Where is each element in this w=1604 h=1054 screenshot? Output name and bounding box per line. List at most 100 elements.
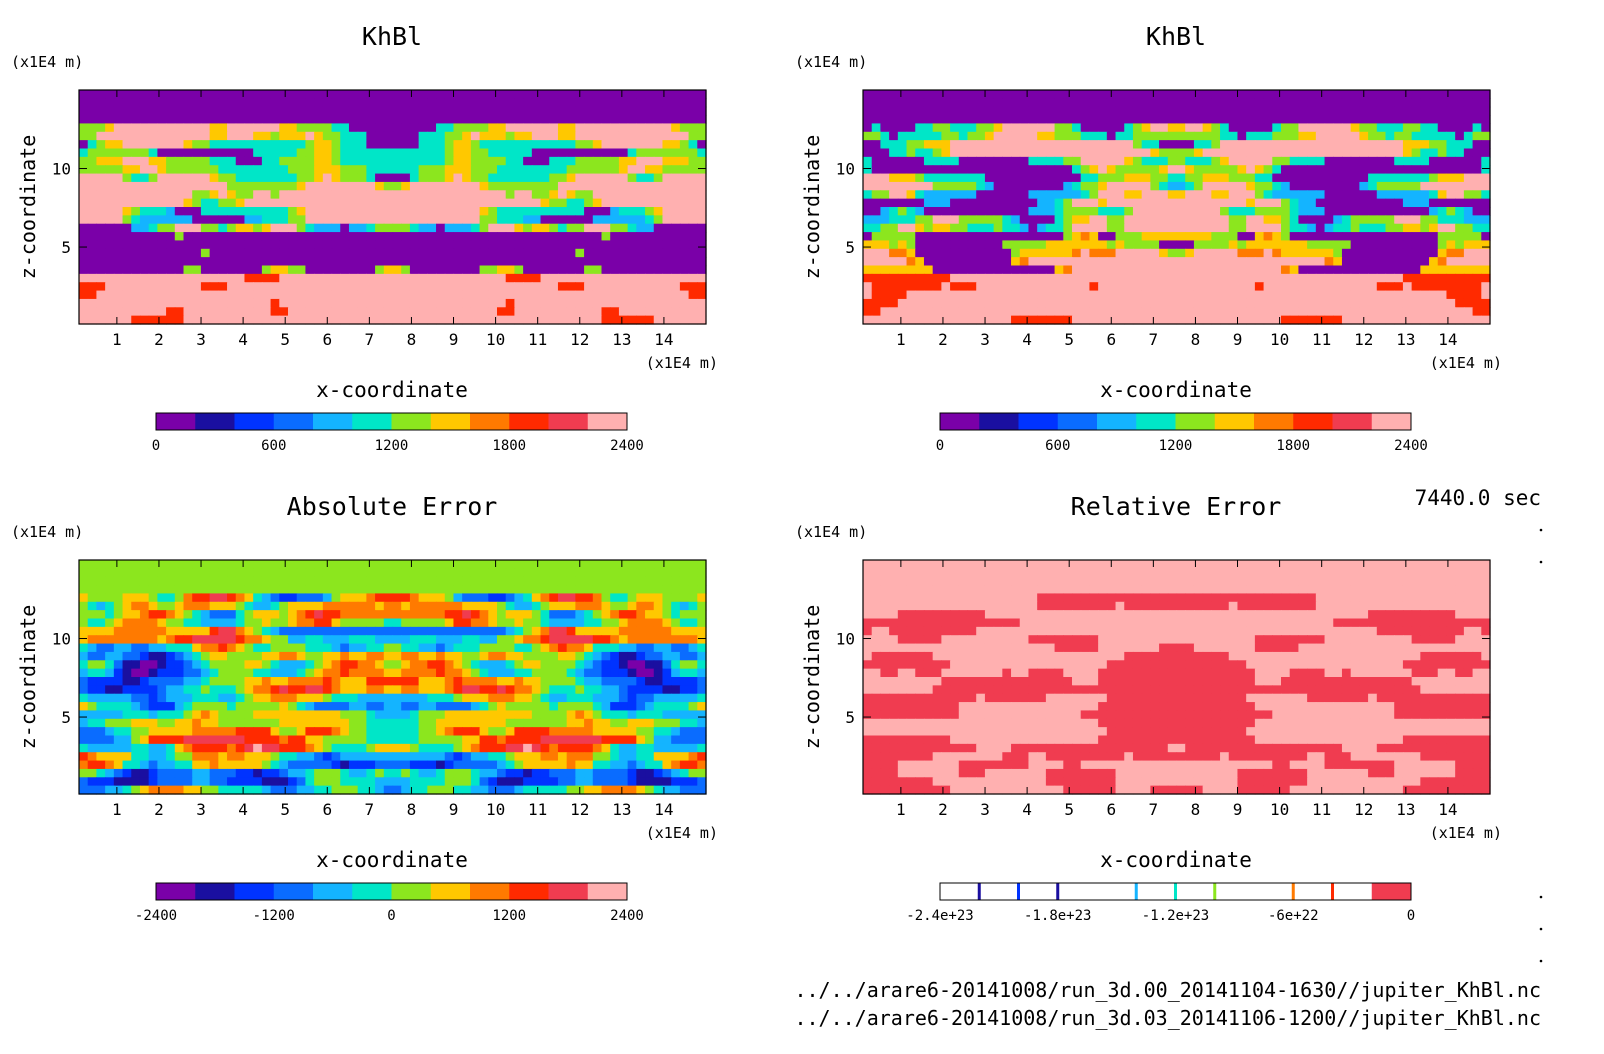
heatmap-cell xyxy=(357,156,367,166)
heatmap-cell xyxy=(915,123,925,133)
heatmap-cell xyxy=(218,560,228,569)
heatmap-cell xyxy=(261,173,272,183)
heatmap-cell xyxy=(1350,207,1360,216)
colorbar-swatch xyxy=(1332,413,1373,430)
heatmap-cell xyxy=(1263,248,1273,258)
heatmap-cell xyxy=(967,290,977,300)
heatmap-cell xyxy=(1281,123,1291,133)
heatmap-cell xyxy=(183,282,193,292)
heatmap-cell xyxy=(1011,190,1021,200)
heatmap-cell xyxy=(253,98,263,108)
heatmap-cell xyxy=(1385,165,1395,175)
heatmap-cell xyxy=(1011,115,1021,125)
heatmap-cell xyxy=(889,173,899,183)
heatmap-cell xyxy=(1272,148,1282,158)
colorbar-swatch xyxy=(1254,413,1294,430)
heatmap-cell xyxy=(279,156,289,166)
heatmap-cell xyxy=(1019,207,1030,216)
heatmap-cell xyxy=(227,173,237,183)
heatmap-cell xyxy=(375,593,385,603)
heatmap-cell xyxy=(1028,123,1038,133)
heatmap-cell xyxy=(1437,198,1448,208)
heatmap-cell xyxy=(653,568,664,578)
heatmap-cell xyxy=(462,123,472,133)
heatmap-cell xyxy=(96,198,106,208)
heatmap-cell xyxy=(105,240,115,250)
heatmap-cell xyxy=(1281,181,1291,191)
heatmap-cell xyxy=(636,635,646,645)
heatmap-cell xyxy=(514,106,524,116)
heatmap-cell xyxy=(409,215,420,225)
heatmap-cell xyxy=(105,131,115,141)
heatmap-cell xyxy=(87,165,98,175)
heatmap-cell xyxy=(174,576,185,586)
heatmap-cell xyxy=(436,265,446,275)
heatmap-cell xyxy=(392,265,402,275)
heatmap-cell xyxy=(1437,248,1448,258)
heatmap-cell xyxy=(340,223,350,233)
heatmap-cell xyxy=(174,248,185,258)
heatmap-cell xyxy=(105,232,115,242)
heatmap-cell xyxy=(1446,165,1456,175)
heatmap-cell xyxy=(453,560,463,569)
heatmap-cell xyxy=(1202,131,1212,141)
heatmap-cell xyxy=(174,282,185,292)
heatmap-cell xyxy=(1463,223,1474,233)
heatmap-cell xyxy=(1376,265,1387,275)
heatmap-cell xyxy=(270,131,280,141)
heatmap-cell xyxy=(923,173,934,183)
heatmap-cell xyxy=(1037,315,1047,325)
heatmap-cell xyxy=(235,257,246,267)
heatmap-cell xyxy=(122,265,132,275)
heatmap-cell xyxy=(610,290,620,300)
heatmap-cell xyxy=(540,618,550,628)
heatmap-cell xyxy=(139,585,150,595)
heatmap-cell xyxy=(1350,198,1360,208)
heatmap-cell xyxy=(200,651,211,661)
heatmap-cell xyxy=(1176,298,1186,308)
heatmap-cell xyxy=(976,215,986,225)
heatmap-cell xyxy=(348,190,359,200)
heatmap-cell xyxy=(131,585,141,595)
heatmap-cell xyxy=(148,298,158,308)
heatmap-cell xyxy=(1463,290,1474,300)
heatmap-cell xyxy=(227,131,237,141)
heatmap-cell xyxy=(444,181,455,191)
heatmap-cell xyxy=(915,298,925,308)
heatmap-cell xyxy=(540,198,550,208)
heatmap-cell xyxy=(139,190,150,200)
heatmap-cell xyxy=(610,585,620,595)
heatmap-cell xyxy=(1106,265,1117,275)
heatmap-cell xyxy=(566,618,576,628)
heatmap-cell xyxy=(1202,257,1212,267)
heatmap-cell xyxy=(1263,148,1273,158)
heatmap-cell xyxy=(1246,181,1256,191)
colorbar-tick-label: 1200 xyxy=(1159,438,1193,454)
heatmap-cell xyxy=(923,165,934,175)
heatmap-cell xyxy=(889,282,899,292)
heatmap-cell xyxy=(87,140,98,150)
heatmap-cell xyxy=(453,257,463,267)
heatmap-cell xyxy=(427,585,437,595)
heatmap-cell xyxy=(1176,181,1186,191)
heatmap-cell xyxy=(96,90,106,99)
heatmap-cell xyxy=(1106,298,1117,308)
heatmap-cell xyxy=(288,593,298,603)
heatmap-cell xyxy=(479,215,489,225)
heatmap-cell xyxy=(479,232,489,242)
heatmap-cell xyxy=(409,626,420,636)
heatmap-cell xyxy=(645,560,655,569)
heatmap-cell xyxy=(1011,290,1021,300)
heatmap-cell xyxy=(1246,90,1256,99)
heatmap-cell xyxy=(575,232,585,242)
heatmap-cell xyxy=(79,240,89,250)
heatmap-cell xyxy=(531,265,542,275)
heatmap-cell xyxy=(1124,240,1134,250)
heatmap-cell xyxy=(679,601,690,611)
heatmap-cell xyxy=(375,223,385,233)
heatmap-cell xyxy=(636,140,646,150)
heatmap-cell xyxy=(932,290,942,300)
heatmap-cell xyxy=(218,223,228,233)
heatmap-cell xyxy=(1002,131,1012,141)
heatmap-cell xyxy=(1202,123,1212,133)
